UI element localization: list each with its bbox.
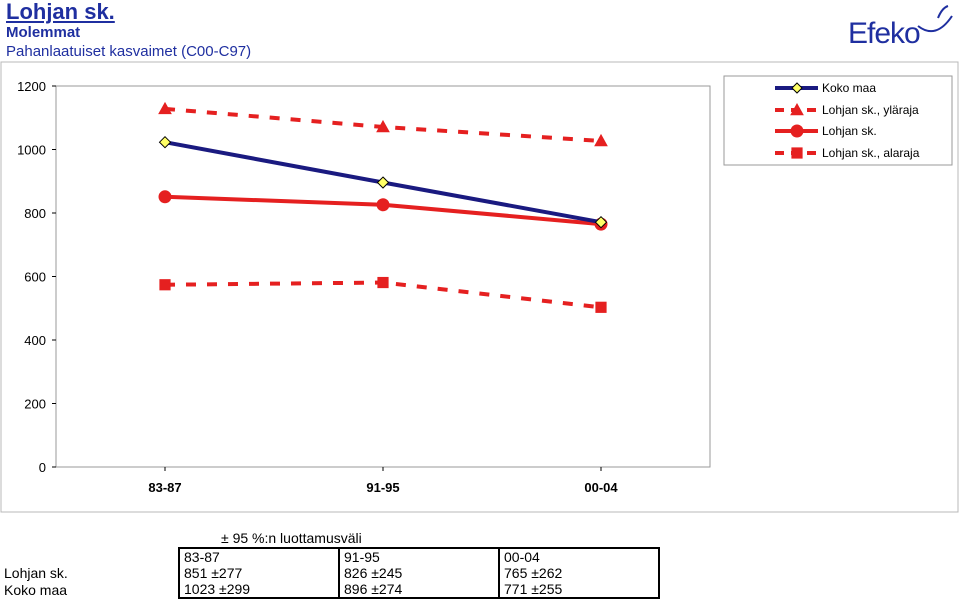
data-point [594, 133, 608, 147]
data-point [376, 119, 390, 133]
efeko-logo: Efeko [848, 4, 956, 52]
ci-table-row: Lohjan sk. 851 ±277 826 ±245 765 ±262 [0, 565, 660, 581]
ci-cell: 771 ±255 [498, 581, 660, 599]
y-tick-label: 200 [24, 397, 46, 412]
legend-marker [791, 147, 803, 159]
legend-label: Lohjan sk., yläraja [822, 103, 919, 117]
y-tick-label: 0 [39, 460, 46, 475]
data-point [158, 135, 172, 149]
y-tick-label: 600 [24, 270, 46, 285]
ci-column-header: 91-95 [338, 547, 500, 565]
ci-table-corner [0, 548, 179, 565]
ci-column-header: 00-04 [498, 547, 660, 565]
ci-column-header: 83-87 [178, 547, 340, 565]
ci-table: 83-87 91-95 00-04 Lohjan sk. 851 ±277 82… [0, 547, 660, 599]
legend-marker [790, 102, 804, 116]
data-point [377, 276, 389, 289]
chart-border [0, 61, 959, 513]
ci-row-label: Lohjan sk. [4, 565, 68, 581]
legend-label: Lohjan sk. [822, 124, 877, 138]
ci-cell: 765 ±262 [498, 565, 660, 581]
ci-cell: 1023 ±299 [178, 581, 340, 599]
logo-text: Efeko [848, 17, 921, 50]
plot-area [55, 85, 711, 468]
ci-table-title: ± 95 %:n luottamusväli [221, 530, 362, 546]
x-axis: 83-87 91-95 00-04 [148, 467, 618, 495]
data-point [159, 279, 171, 291]
legend-box [723, 75, 953, 166]
ci-table-header-row: 83-87 91-95 00-04 [0, 547, 660, 565]
x-tick-label: 91-95 [366, 480, 399, 495]
ci-table-row: Koko maa 1023 ±299 896 ±274 771 ±255 [0, 581, 660, 599]
legend-label: Lohjan sk., alaraja [822, 146, 920, 160]
ci-row-label: Koko maa [4, 581, 68, 598]
legend-label: Koko maa [822, 81, 876, 95]
disease-group-label: Pahanlaatuiset kasvaimet (C00-C97) [6, 43, 252, 60]
legend: Koko maa Lohjan sk., yläraja Lohjan sk. Loh… [723, 75, 953, 166]
ci-cell: 826 ±245 [338, 565, 500, 581]
data-point [595, 301, 607, 313]
legend-marker [791, 82, 803, 94]
y-tick-label: 400 [24, 333, 46, 348]
page-title: Lohjan sk. [6, 0, 115, 24]
data-point [158, 101, 172, 115]
data-point [594, 216, 608, 229]
page-subtitle: Molemmat [6, 24, 81, 41]
series-group [158, 101, 608, 313]
y-tick-label: 1000 [17, 143, 46, 158]
data-point [376, 198, 390, 212]
x-tick-label: 83-87 [148, 480, 181, 495]
logo-swoosh-icon [917, 5, 953, 33]
data-point [158, 190, 172, 204]
x-tick-label: 00-04 [584, 480, 618, 495]
ci-cell: 851 ±277 [178, 565, 340, 581]
y-tick-label: 800 [24, 206, 46, 221]
data-point [376, 176, 390, 189]
legend-marker [790, 124, 804, 138]
y-axis: 0 200 400 600 800 1000 1200 [17, 79, 56, 475]
ci-cell: 896 ±274 [338, 581, 500, 599]
y-tick-label: 1200 [17, 79, 46, 94]
